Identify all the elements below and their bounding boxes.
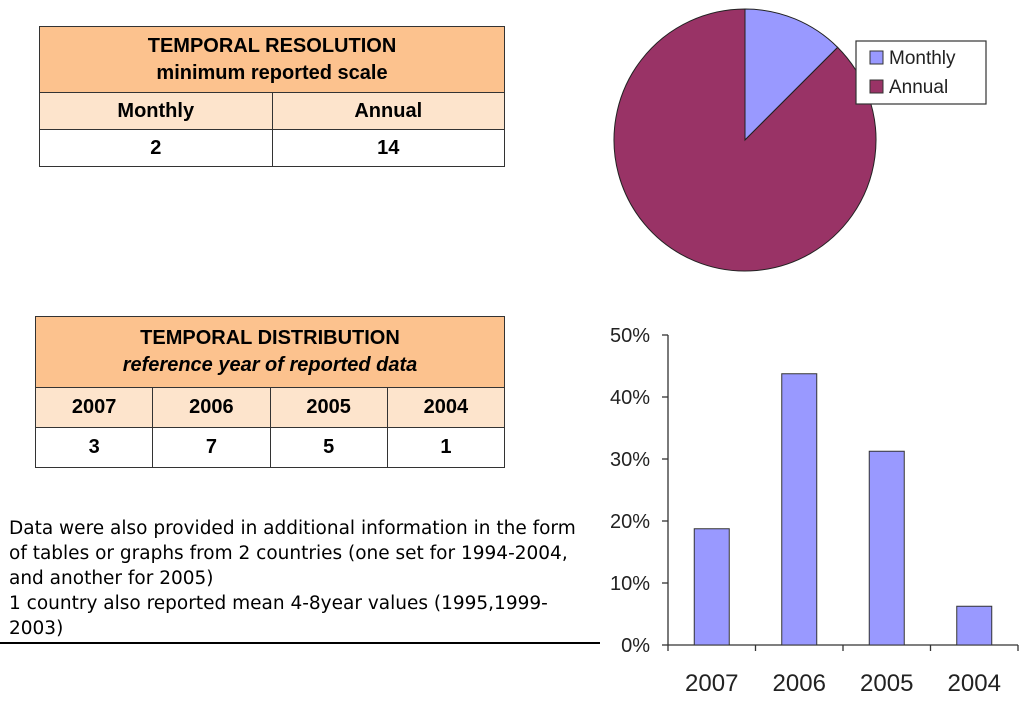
value-2006: 7 (152, 427, 271, 468)
x-tick-label-2004: 2004 (948, 670, 1001, 697)
legend-swatch-monthly (869, 50, 884, 65)
legend-label-monthly: Monthly (889, 48, 956, 69)
bar-2006 (781, 373, 818, 646)
x-tick-label-2006: 2006 (773, 670, 826, 697)
x-tick-label-2007: 2007 (685, 670, 738, 697)
y-tick-label: 50% (610, 325, 650, 347)
temporal-distribution-title: TEMPORAL DISTRIBUTION (140, 327, 400, 349)
pie-slice-monthly (744, 8, 839, 142)
col-annual: Annual (271, 92, 505, 130)
temporal-resolution-subtitle: minimum reported scale (156, 61, 388, 84)
y-tick-label: 0% (621, 635, 650, 657)
notes-text: Data were also provided in additional in… (9, 516, 599, 641)
bar-chart: 0% 10% 20% 30% 40% 50% 2007 2006 2005 2004 (610, 325, 1019, 697)
note-line-1: Data were also provided in additional in… (9, 518, 576, 589)
x-tick-label-2005: 2005 (860, 670, 913, 697)
pie-legend: Monthly Annual (855, 40, 987, 105)
y-tick-label: 40% (610, 387, 650, 409)
y-tick-label: 10% (610, 573, 650, 595)
pie-chart: Monthly Annual (613, 8, 987, 272)
value-monthly: 2 (39, 129, 273, 167)
col-2007: 2007 (34, 387, 154, 428)
value-2004: 1 (386, 427, 506, 468)
temporal-resolution-title: TEMPORAL RESOLUTION (147, 34, 397, 57)
y-tick-label: 20% (610, 511, 650, 533)
value-2007: 3 (34, 427, 154, 468)
temporal-distribution-subtitle: reference year of reported data (122, 354, 418, 376)
bar-2007 (693, 528, 730, 646)
bar-marks (693, 373, 993, 646)
pie-slices (613, 8, 877, 272)
legend-swatch-annual (869, 79, 884, 94)
bar-axes: 0% 10% 20% 30% 40% 50% 2007 2006 2005 2004 (610, 325, 1019, 697)
col-2005: 2005 (269, 387, 388, 428)
col-2004: 2004 (386, 387, 506, 428)
divider-line (0, 642, 600, 644)
bar-2005 (868, 450, 905, 646)
value-annual: 14 (271, 129, 505, 167)
bar-2004 (956, 605, 993, 646)
legend-label-annual: Annual (889, 77, 948, 98)
temporal-resolution-header: TEMPORAL RESOLUTION minimum reported sca… (39, 26, 505, 93)
temporal-resolution-table: TEMPORAL RESOLUTION minimum reported sca… (39, 26, 505, 167)
y-tick-label: 30% (610, 449, 650, 471)
col-monthly: Monthly (39, 92, 273, 130)
note-line-2: 1 country also reported mean 4-8year val… (9, 593, 548, 639)
pie-slice-annual (613, 8, 877, 272)
temporal-distribution-table: TEMPORAL DISTRIBUTION reference year of … (34, 316, 506, 468)
value-2005: 5 (269, 427, 388, 468)
temporal-distribution-header: TEMPORAL DISTRIBUTION reference year of … (35, 316, 505, 388)
col-2006: 2006 (152, 387, 271, 428)
